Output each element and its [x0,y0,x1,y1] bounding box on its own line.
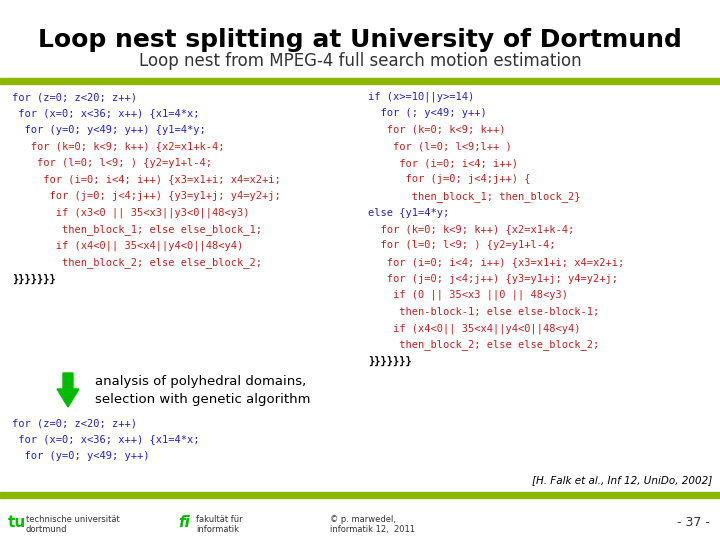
Text: technische universität
dortmund: technische universität dortmund [26,515,120,535]
Text: fi: fi [178,515,190,530]
Text: for (x=0; x<36; x++) {x1=4*x;: for (x=0; x<36; x++) {x1=4*x; [12,435,199,444]
Text: Loop nest from MPEG-4 full search motion estimation: Loop nest from MPEG-4 full search motion… [139,52,581,70]
Text: © p. marwedel,
informatik 12,  2011: © p. marwedel, informatik 12, 2011 [330,515,415,535]
Text: for (x=0; x<36; x++) {x1=4*x;: for (x=0; x<36; x++) {x1=4*x; [12,109,199,118]
Text: for (k=0; k<9; k++) {x2=x1+k-4;: for (k=0; k<9; k++) {x2=x1+k-4; [368,224,575,234]
Text: Loop nest splitting at University of Dortmund: Loop nest splitting at University of Dor… [38,28,682,52]
Text: else {y1=4*y;: else {y1=4*y; [368,207,449,218]
Text: }}}}}}}: }}}}}}} [368,356,412,366]
Text: for (l=0; l<9;l++ ): for (l=0; l<9;l++ ) [368,141,512,152]
Text: if (x4<0|| 35<x4||y4<0||48<y4): if (x4<0|| 35<x4||y4<0||48<y4) [368,323,580,334]
Text: then_block_1; else else_block_1;: then_block_1; else else_block_1; [12,224,262,235]
Text: for (z=0; z<20; z++): for (z=0; z<20; z++) [12,92,137,102]
Bar [0,78,720,84]
Text: if (0 || 35<x3 ||0 || 48<y3): if (0 || 35<x3 ||0 || 48<y3) [368,290,568,300]
Text: then-block-1; else else-block-1;: then-block-1; else else-block-1; [368,307,599,316]
Text: for (z=0; z<20; z++): for (z=0; z<20; z++) [12,418,137,428]
Text: if (x>=10||y>=14): if (x>=10||y>=14) [368,92,474,103]
Text: selection with genetic algorithm: selection with genetic algorithm [95,393,310,406]
Bar [0,492,720,498]
Text: analysis of polyhedral domains,: analysis of polyhedral domains, [95,375,306,388]
Text: for (y=0; y<49; y++): for (y=0; y<49; y++) [12,451,150,461]
Text: fakultät für
informatik: fakultät für informatik [196,515,243,535]
Text: then_block_2; else else_block_2;: then_block_2; else else_block_2; [368,340,599,350]
Text: for (j=0; j<4;j++) {: for (j=0; j<4;j++) { [368,174,531,185]
Text: for (i=0; i<4; i++) {x3=x1+i; x4=x2+i;: for (i=0; i<4; i++) {x3=x1+i; x4=x2+i; [368,257,624,267]
Text: for (j=0; j<4;j++) {y3=y1+j; y4=y2+j;: for (j=0; j<4;j++) {y3=y1+j; y4=y2+j; [368,273,618,284]
Text: if (x3<0 || 35<x3||y3<0||48<y3): if (x3<0 || 35<x3||y3<0||48<y3) [12,207,250,218]
Text: for (; y<49; y++): for (; y<49; y++) [368,109,487,118]
Text: for (i=0; i<4; i++): for (i=0; i<4; i++) [368,158,518,168]
Text: for (j=0; j<4;j++) {y3=y1+j; y4=y2+j;: for (j=0; j<4;j++) {y3=y1+j; y4=y2+j; [12,191,281,201]
Text: for (i=0; i<4; i++) {x3=x1+i; x4=x2+i;: for (i=0; i<4; i++) {x3=x1+i; x4=x2+i; [12,174,281,185]
Text: [H. Falk et al., Inf 12, UniDo, 2002]: [H. Falk et al., Inf 12, UniDo, 2002] [532,475,712,485]
Text: tu: tu [8,515,26,530]
Text: for (k=0; k<9; k++) {x2=x1+k-4;: for (k=0; k<9; k++) {x2=x1+k-4; [12,141,225,152]
Text: for (k=0; k<9; k++): for (k=0; k<9; k++) [368,125,505,135]
Text: - 37 -: - 37 - [677,516,710,530]
Text: for (l=0; l<9; ) {y2=y1+l-4;: for (l=0; l<9; ) {y2=y1+l-4; [12,158,212,168]
Text: then_block_2; else else_block_2;: then_block_2; else else_block_2; [12,257,262,268]
Text: for (y=0; y<49; y++) {y1=4*y;: for (y=0; y<49; y++) {y1=4*y; [12,125,206,135]
Polygon shape [57,373,79,407]
Text: for (l=0; l<9; ) {y2=y1+l-4;: for (l=0; l<9; ) {y2=y1+l-4; [368,240,556,251]
Text: }}}}}}}: }}}}}}} [12,273,55,284]
Text: if (x4<0|| 35<x4||y4<0||48<y4): if (x4<0|| 35<x4||y4<0||48<y4) [12,240,243,251]
Text: then_block_1; then_block_2}: then_block_1; then_block_2} [368,191,580,202]
